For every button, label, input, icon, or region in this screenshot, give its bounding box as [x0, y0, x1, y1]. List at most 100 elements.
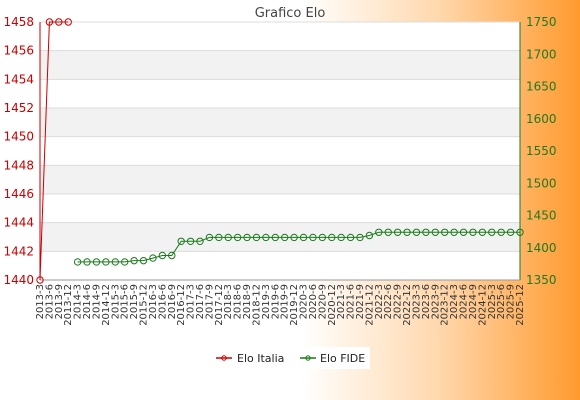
elo-fide-point [337, 233, 345, 242]
elo-fide-point [73, 258, 82, 266]
x-tick-label: 2023-12 [440, 284, 451, 326]
legend: Elo Italia Elo FIDE [210, 347, 370, 369]
y-left-tick-label: 1446 [3, 187, 34, 201]
elo-fide-point [158, 251, 167, 260]
plot-band [40, 194, 520, 223]
x-tick-label: 2019-3 [261, 284, 272, 319]
x-tick-label: 2025-12 [515, 284, 526, 326]
elo-fide-point [309, 233, 317, 242]
chart-title: Grafico Elo [255, 6, 326, 21]
x-tick-label: 2014-12 [101, 284, 112, 326]
x-tick-label: 2017-9 [204, 284, 215, 319]
plot-band [40, 108, 520, 137]
x-tick-label: 2015-3 [110, 284, 121, 319]
plot-band [40, 79, 520, 108]
y-right-tick-label: 1650 [526, 80, 557, 94]
x-tick-label: 2022-9 [393, 284, 404, 319]
plot-band [40, 251, 520, 280]
elo-fide-point [168, 251, 176, 260]
elo-fide-point [478, 228, 487, 236]
y-axis-right: 1350 1400 1450 1500 1550 1600 1650 1700 1750 [519, 15, 557, 287]
elo-fide-point [290, 233, 298, 242]
elo-fide-point [83, 258, 91, 266]
elo-fide-point [403, 228, 411, 236]
x-tick-label: 2021-12 [364, 284, 375, 326]
elo-italia-point [64, 18, 72, 26]
elo-fide-point [431, 228, 439, 236]
legend-fide-label: Elo FIDE [320, 352, 365, 365]
y-left-tick-label: 1452 [3, 101, 34, 115]
elo-fide-point [441, 228, 449, 236]
x-tick-label: 2016-3 [148, 284, 159, 319]
elo-fide-point [450, 228, 458, 236]
y-axis-left: 1440 1442 1444 1446 1448 1450 1452 1454 1456 1458 [3, 15, 41, 287]
elo-fide-point [271, 233, 279, 242]
x-tick-label: 2017-6 [195, 284, 206, 319]
elo-fide-point [111, 258, 119, 266]
x-tick-label: 2014-9 [91, 284, 102, 319]
y-right-tick-label: 1600 [526, 112, 557, 126]
y-right-tick-label: 1750 [526, 15, 557, 29]
x-tick-label: 2025-9 [506, 284, 517, 319]
plot-band [40, 22, 520, 51]
x-tick-label: 2020-6 [308, 284, 319, 319]
x-tick-label: 2016-9 [167, 284, 178, 319]
x-tick-label: 2023-9 [430, 284, 441, 319]
elo-fide-point [196, 237, 204, 246]
y-right-tick-label: 1400 [526, 241, 557, 255]
elo-fide-point [459, 228, 468, 236]
elo-fide-line [77, 231, 520, 263]
elo-fide-point [281, 233, 289, 242]
x-tick-label: 2018-3 [223, 284, 234, 319]
elo-fide-point [469, 228, 477, 236]
y-right-tick-label: 1500 [526, 176, 557, 190]
x-tick-label: 2018-6 [233, 284, 244, 319]
elo-fide-point [224, 233, 232, 242]
elo-fide-point [328, 233, 336, 242]
x-tick-label: 2023-6 [421, 284, 432, 319]
x-tick-label: 2017-12 [214, 284, 225, 326]
plot-band [40, 50, 520, 80]
plot-band [40, 165, 520, 194]
x-tick-label: 2019-6 [270, 284, 281, 319]
x-tick-label: 2021-9 [355, 284, 366, 319]
x-tick-label: 2013-3 [35, 284, 46, 319]
x-tick-label: 2019-9 [280, 284, 291, 319]
elo-fide-point [365, 231, 374, 240]
plot-background [40, 22, 520, 280]
series-elo-fide [73, 228, 524, 266]
y-left-tick-label: 1458 [3, 15, 34, 29]
elo-fide-point [262, 233, 270, 242]
y-left-tick-label: 1440 [3, 273, 34, 287]
x-tick-label: 2016-12 [176, 284, 187, 326]
x-tick-label: 2017-3 [186, 284, 197, 319]
y-right-tick-label: 1700 [526, 47, 557, 61]
elo-fide-point [393, 228, 402, 236]
x-tick-label: 2022-12 [402, 284, 413, 326]
elo-fide-point [318, 233, 327, 242]
elo-fide-point [488, 228, 496, 236]
elo-fide-point [149, 254, 157, 262]
elo-fide-point [130, 256, 138, 265]
x-tick-label: 2020-3 [299, 284, 310, 319]
elo-fide-point [516, 228, 524, 236]
legend-italia-marker [221, 355, 227, 361]
elo-fide-point [92, 258, 101, 266]
legend-fide-marker [305, 355, 311, 361]
elo-fide-point [177, 237, 185, 246]
x-tick-label: 2014-6 [82, 284, 93, 319]
x-tick-label: 2020-12 [327, 284, 338, 326]
x-tick-label: 2024-12 [477, 284, 488, 326]
plot-band [40, 136, 520, 166]
x-tick-label: 2021-6 [346, 284, 357, 319]
x-tick-label: 2024-9 [468, 284, 479, 319]
elo-fide-point [412, 228, 421, 236]
x-tick-label: 2014-3 [73, 284, 84, 319]
elo-fide-point [205, 233, 214, 242]
elo-italia-line [39, 21, 69, 281]
elo-fide-point [384, 228, 392, 236]
x-tick-label: 2018-12 [251, 284, 262, 326]
elo-fide-point [252, 233, 261, 242]
